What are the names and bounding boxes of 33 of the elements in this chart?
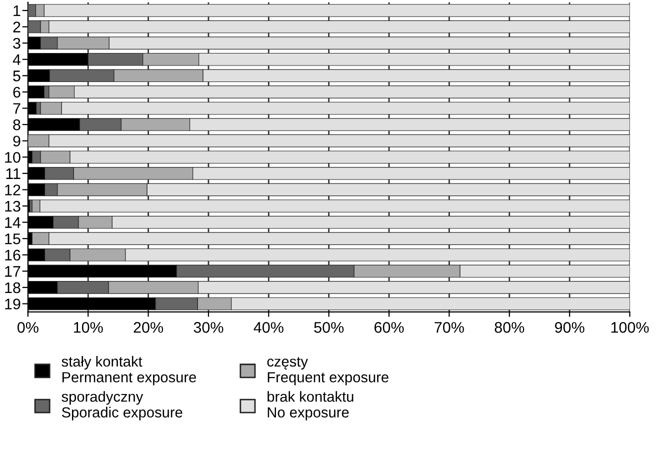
legend-label: częsty Frequent exposure <box>267 357 388 386</box>
y-tick-label: 11 <box>6 168 20 179</box>
y-tick-label: 17 <box>5 266 20 277</box>
x-tick-label: 10% <box>74 322 103 333</box>
x-tick-label: 40% <box>254 322 284 333</box>
x-tick-label: 70% <box>434 322 464 333</box>
x-tick-label: 80% <box>494 322 524 333</box>
y-tick-label: 19 <box>5 298 20 310</box>
y-tick-label: 15 <box>5 234 20 244</box>
y-tick-label: 13 <box>5 200 20 212</box>
y-tick-label: 3 <box>13 38 20 49</box>
x-tick-label: 60% <box>374 322 404 333</box>
y-tick-label: 16 <box>5 250 20 261</box>
x-tick-label: 20% <box>134 322 164 333</box>
y-tick-label: 10 <box>5 152 20 163</box>
x-tick-label: 30% <box>194 322 224 333</box>
y-tick-label: 2 <box>13 22 20 32</box>
x-tick-label: 50% <box>314 322 344 333</box>
x-tick-label: 0% <box>17 322 38 333</box>
y-tick-label: 8 <box>13 119 20 130</box>
y-tick-label: 18 <box>5 282 20 294</box>
y-tick-label: 12 <box>5 184 20 196</box>
y-tick-label: 6 <box>13 86 20 98</box>
x-tick-label: 90% <box>555 322 584 333</box>
legend-label: brak kontaktu No exposure <box>268 391 354 420</box>
y-tick-label: 9 <box>13 136 20 147</box>
y-tick-label: 5 <box>13 70 20 82</box>
y-tick-label: 1 <box>14 6 20 16</box>
legend-label: sporadyczny Sporadic exposure <box>62 391 182 420</box>
y-tick-label: 7 <box>13 103 20 114</box>
y-tick-label: 4 <box>12 54 21 65</box>
x-tick-label: 100% <box>611 322 649 333</box>
y-tick-label: 14 <box>5 217 21 228</box>
